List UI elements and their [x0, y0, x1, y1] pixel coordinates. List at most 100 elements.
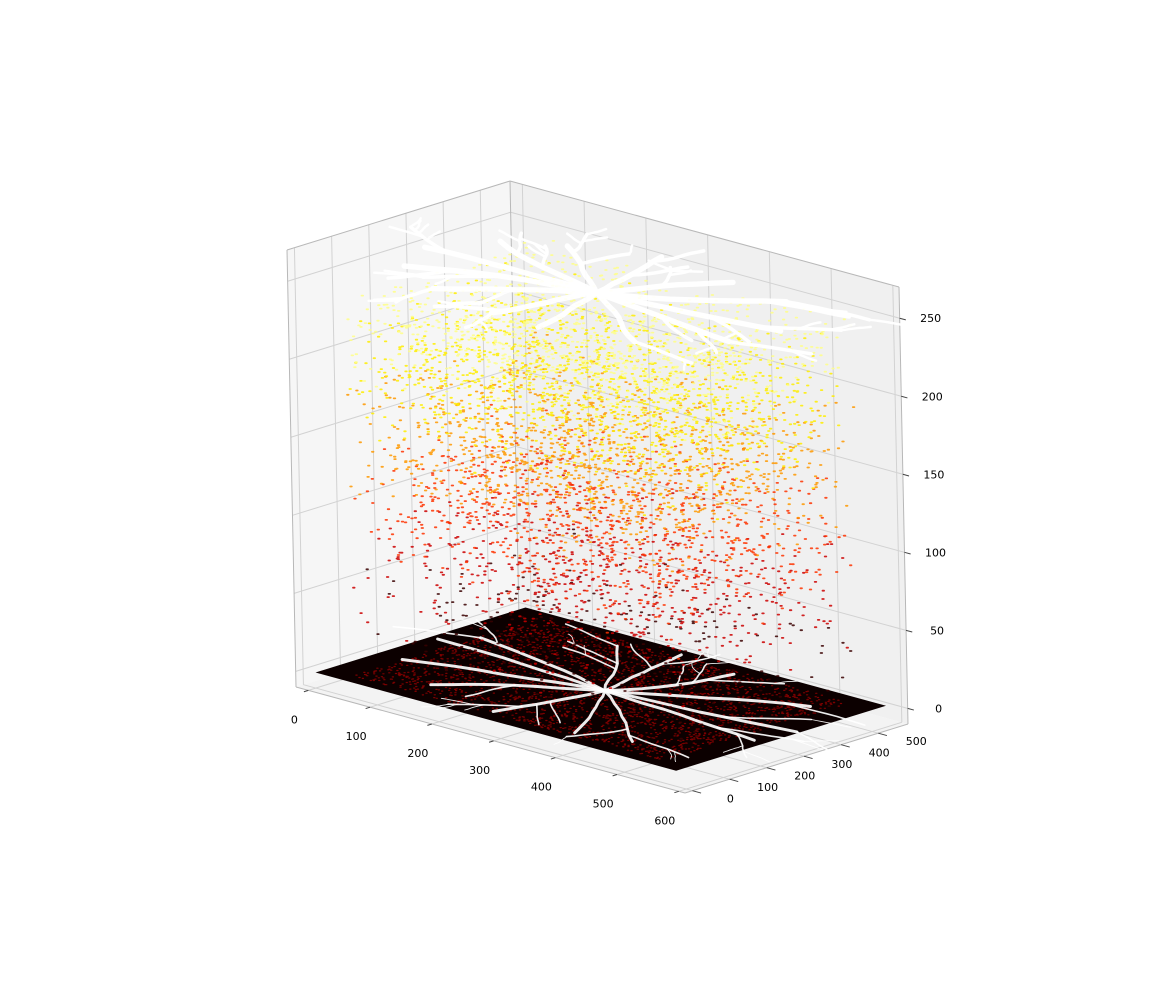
top-vessel [498, 229, 521, 243]
floor-vessel [603, 689, 756, 742]
z-tick-mark [899, 317, 906, 321]
pane-edge [295, 686, 686, 794]
grid-y-left [368, 224, 379, 662]
x-tick-mark [612, 774, 618, 777]
scatter-points [346, 240, 856, 740]
floor-vessel [429, 682, 607, 693]
x-tick-label: 600 [654, 814, 675, 827]
floor-vessel [834, 754, 873, 765]
scatter-series-3a0000 [365, 528, 853, 740]
x-tick-label: 200 [407, 747, 428, 760]
z-tick-mark [905, 629, 913, 633]
floor-vessel [691, 663, 701, 674]
y-tick-label: 400 [869, 747, 890, 760]
floor-vessel [661, 653, 721, 665]
floor-vessel [603, 689, 634, 743]
floor-vessel [549, 700, 561, 724]
y-tick-mark [766, 767, 776, 771]
x-tick-mark [550, 757, 556, 760]
top-vessel [840, 325, 872, 332]
floor-vessel [716, 726, 805, 743]
top-vessel [668, 269, 693, 277]
x-tick-label: 100 [346, 730, 367, 743]
scatter-series-ffee00 [348, 262, 841, 521]
top-vessel [784, 299, 872, 322]
grid-x-back [768, 251, 779, 689]
top-vessel [409, 217, 422, 229]
x-tick-label: 400 [531, 781, 552, 794]
y-tick-label: 300 [831, 758, 852, 771]
floor-vessel [722, 745, 744, 753]
y-tick-mark [840, 744, 850, 748]
top-vessel-layer [367, 217, 911, 371]
pane-edge [684, 723, 909, 794]
top-vessel [430, 285, 600, 296]
x-tick-label: 500 [593, 797, 614, 810]
grid-y-floor [303, 684, 693, 792]
y-tick-mark [878, 732, 888, 737]
top-vessel [388, 225, 424, 238]
top-vessel [628, 265, 690, 277]
grid-y-left [442, 201, 453, 639]
top-vessel [401, 263, 600, 296]
scatter-series-ff3300 [353, 403, 853, 660]
top-vessel [422, 244, 600, 296]
top-vessel [651, 249, 706, 264]
x-tick-mark [365, 706, 371, 710]
grid-x-floor [678, 721, 902, 792]
z-tick-mark [902, 473, 910, 477]
floor-vessel [421, 703, 449, 708]
top-vessel [647, 259, 672, 272]
y-tick-label: 100 [757, 781, 778, 794]
top-vessel [446, 302, 481, 306]
top-vessel [478, 319, 489, 331]
floor-vessel [436, 703, 458, 710]
y-tick-label: 0 [727, 793, 734, 806]
floor-vessel [810, 719, 852, 728]
top-vessel [593, 279, 736, 296]
floor-vessel [475, 619, 499, 646]
floor-vessel [706, 661, 737, 665]
grid-y-left [331, 236, 342, 674]
y-tick-mark [692, 790, 702, 794]
floor-vessel [447, 703, 523, 708]
floor-image-plane [315, 607, 886, 771]
floor-vessel [628, 734, 690, 759]
z-tick-mark [904, 551, 911, 555]
floor-vessel [440, 697, 476, 706]
top-vessel [593, 290, 638, 345]
floor-vessel [705, 679, 786, 685]
z-tick-label: 250 [920, 312, 941, 325]
top-vessel [571, 232, 589, 254]
z-tick-mark [901, 395, 908, 399]
x-tick-mark [674, 790, 679, 794]
top-vessel [516, 231, 523, 256]
floor-vessel [535, 703, 540, 726]
axis-ticks: 0 100 200 300 400 500 600 0 100 200 300 400 500 0 50 10… [291, 312, 946, 827]
y-tick-mark [803, 755, 813, 760]
floor-vessel [464, 704, 485, 711]
z-tick-label: 200 [922, 390, 943, 403]
top-vessel [593, 290, 784, 334]
top-vessel [579, 252, 631, 266]
x-tick-mark [427, 723, 432, 726]
top-vessel [585, 227, 608, 236]
top-vessel [727, 339, 814, 356]
floor-vessel [674, 751, 677, 763]
top-vessel [564, 243, 600, 296]
top-vessel [417, 223, 430, 235]
floor-vessel [400, 658, 607, 693]
top-vessel [497, 238, 600, 296]
top-vessel [463, 311, 494, 330]
pane-edge [286, 249, 297, 688]
top-vessel [394, 286, 435, 304]
x-tick-label: 0 [291, 713, 298, 726]
grid-x-back [892, 285, 903, 723]
floor-vessel [436, 637, 607, 693]
floor-vessel [666, 748, 672, 760]
z-tick-label: 50 [930, 624, 944, 637]
z-tick-mark [907, 707, 914, 711]
y-tick-mark [729, 778, 739, 783]
floor-vessel [491, 689, 607, 713]
